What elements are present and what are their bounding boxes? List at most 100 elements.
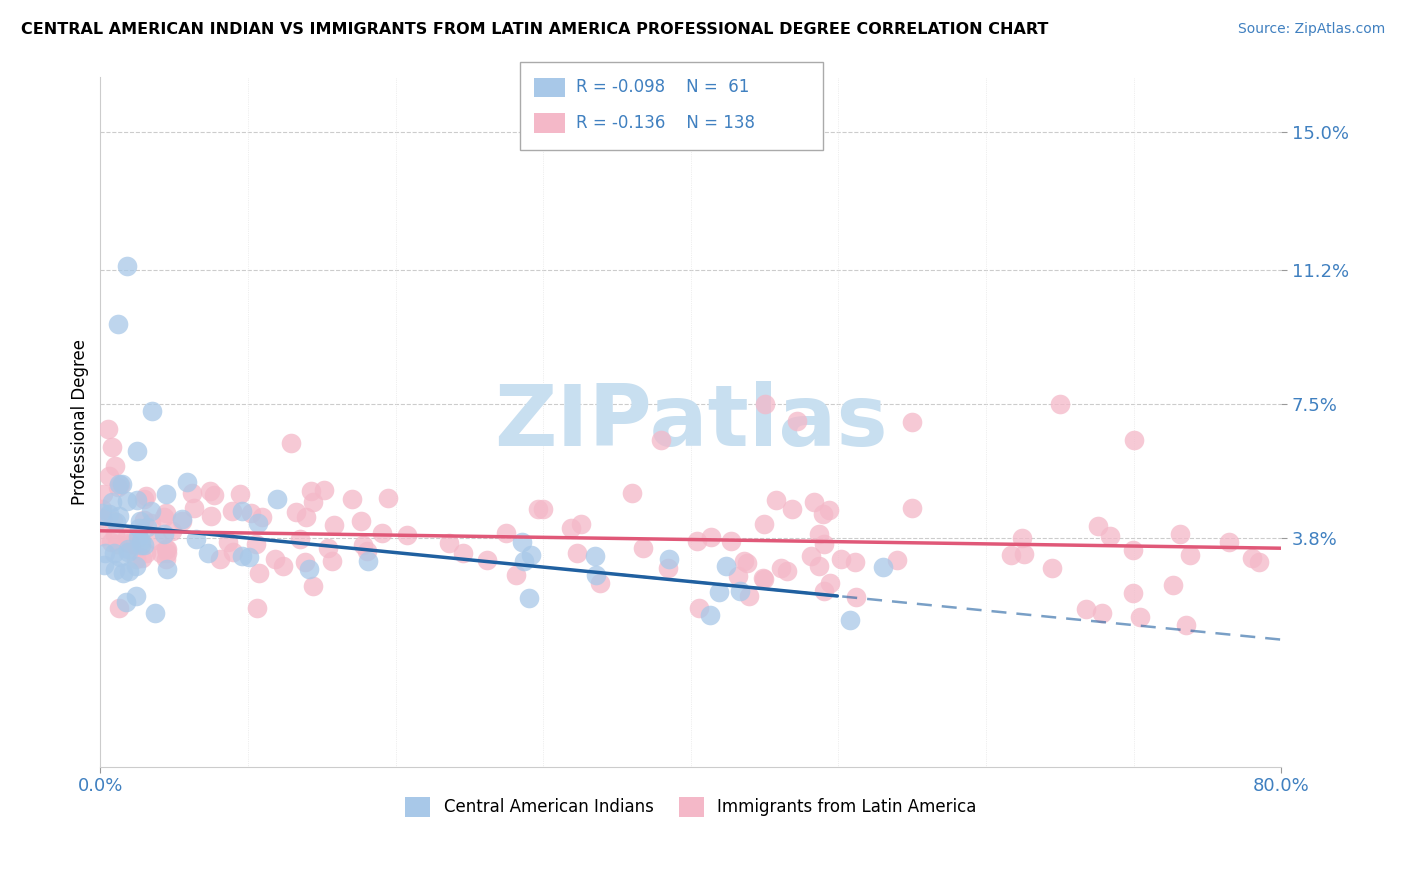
Point (231, 549, 253, 563)
Point (752, 571, 775, 585)
Point (229, 487, 252, 501)
Point (477, 553, 499, 567)
Point (1178, 548, 1201, 562)
Point (765, 493, 787, 508)
Point (143, 606, 166, 620)
Y-axis label: Professional Degree: Professional Degree (72, 339, 89, 505)
Point (395, 528, 418, 542)
Point (246, 601, 269, 615)
Point (565, 546, 588, 560)
Point (150, 546, 173, 560)
Point (156, 541, 179, 556)
Point (115, 595, 138, 609)
Point (1218, 535, 1240, 549)
Point (183, 501, 205, 516)
Point (714, 558, 737, 573)
Point (128, 521, 150, 535)
Point (754, 397, 776, 411)
Point (808, 558, 831, 573)
Point (588, 575, 610, 590)
Point (1170, 526, 1192, 541)
Point (129, 514, 152, 528)
Point (730, 584, 752, 599)
Point (844, 555, 866, 569)
Point (377, 491, 399, 505)
Point (136, 520, 159, 534)
Point (340, 492, 363, 507)
Point (1122, 585, 1144, 599)
Text: ZIPatlas: ZIPatlas (494, 381, 887, 464)
Point (132, 491, 155, 506)
Point (239, 506, 262, 520)
Point (512, 554, 534, 568)
Point (155, 542, 177, 557)
Point (886, 553, 908, 567)
Point (146, 533, 169, 548)
Point (1099, 529, 1122, 543)
Point (356, 544, 378, 558)
Point (776, 564, 799, 578)
Point (124, 552, 146, 566)
Point (90, 529, 112, 543)
Point (658, 551, 681, 566)
Text: R = -0.098    N =  61: R = -0.098 N = 61 (576, 78, 749, 96)
Point (700, 530, 723, 544)
Point (786, 414, 808, 428)
Point (252, 510, 274, 524)
Point (129, 534, 152, 549)
Point (1087, 519, 1109, 533)
Point (437, 535, 460, 549)
Point (266, 492, 288, 507)
Point (93, 558, 115, 572)
Point (830, 552, 852, 566)
Point (108, 477, 131, 491)
Point (803, 495, 825, 509)
Point (738, 589, 761, 603)
Point (1000, 548, 1022, 562)
Point (117, 541, 139, 556)
Point (155, 552, 177, 566)
Point (198, 483, 221, 498)
Point (197, 546, 219, 560)
Point (1122, 433, 1144, 447)
Point (657, 561, 679, 575)
Point (186, 532, 208, 546)
Point (811, 507, 834, 521)
Point (735, 556, 758, 570)
Point (688, 600, 710, 615)
Point (301, 579, 323, 593)
Point (117, 493, 139, 508)
Point (104, 515, 127, 529)
Point (125, 493, 148, 508)
Point (90, 506, 112, 520)
Point (1128, 609, 1150, 624)
Point (1161, 577, 1184, 591)
Point (350, 514, 373, 528)
Point (495, 525, 517, 540)
Point (1091, 607, 1114, 621)
Point (135, 546, 157, 560)
Point (217, 535, 239, 549)
Point (110, 550, 132, 565)
Point (115, 259, 138, 273)
Point (181, 486, 204, 500)
Point (520, 548, 543, 562)
Point (357, 554, 380, 568)
Point (807, 527, 830, 541)
Point (901, 415, 924, 429)
Point (526, 502, 548, 516)
Point (111, 476, 134, 491)
Point (103, 546, 125, 560)
Point (531, 502, 554, 516)
Point (318, 541, 340, 556)
Point (288, 532, 311, 546)
Point (263, 552, 285, 566)
Point (97, 422, 120, 436)
Point (1249, 555, 1271, 569)
Point (352, 538, 374, 552)
Point (90, 511, 112, 525)
Point (271, 558, 294, 573)
Point (686, 533, 709, 548)
Point (631, 541, 654, 556)
Point (800, 549, 823, 563)
